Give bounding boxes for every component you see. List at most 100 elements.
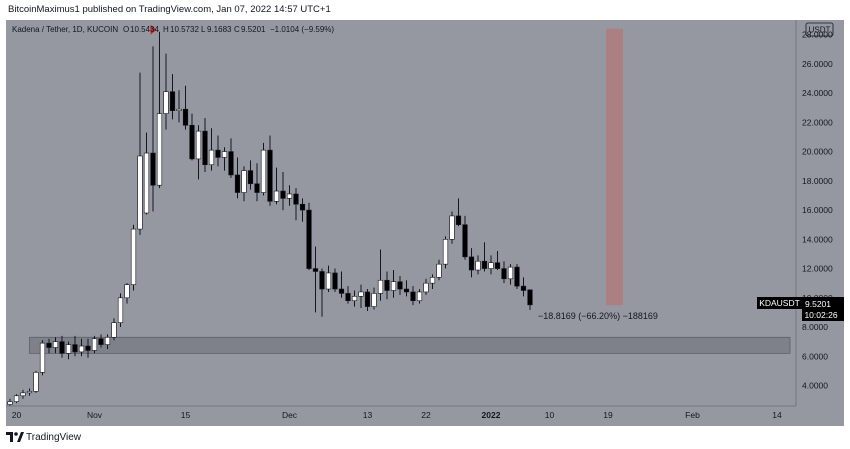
candle-body (208, 149, 215, 166)
y-tick-label: 16.0000 (802, 205, 833, 215)
y-tick-label: 26.0000 (802, 59, 833, 69)
candle-body (449, 215, 455, 240)
candle-body (163, 91, 169, 114)
candle-body (403, 288, 410, 293)
candle-body (306, 209, 312, 269)
candle-body (514, 266, 520, 287)
candle-body (13, 395, 20, 402)
candle-body (371, 293, 377, 307)
candle-body (390, 281, 397, 291)
x-tick-label: Nov (87, 410, 103, 420)
support-zone (29, 336, 791, 354)
candle-body (221, 151, 228, 158)
y-tick-label: 14.0000 (802, 234, 833, 244)
candle-body (202, 130, 208, 166)
candle-body (241, 170, 247, 193)
legend-o-label: O (123, 25, 129, 34)
chart-background (6, 20, 844, 426)
candle-body (20, 392, 26, 397)
x-tick-label: 13 (363, 410, 373, 420)
candle-body (338, 288, 345, 294)
ticker-label: KDAUSDT (759, 298, 800, 308)
candle-body (345, 293, 351, 302)
y-tick-label: 6.0000 (802, 351, 828, 361)
candle-body (111, 322, 117, 338)
legend-change: −1.0104 (−9.59%) (270, 25, 334, 34)
candle-body (33, 372, 39, 392)
candle-body (65, 344, 72, 354)
last-price: 9.5201 (805, 299, 831, 309)
candle-body (46, 342, 52, 348)
candle-body (150, 152, 156, 186)
currency-button[interactable]: USDT (805, 22, 834, 37)
candle-body (299, 203, 306, 211)
candle-body (273, 190, 280, 202)
candle-body (501, 268, 507, 280)
candle-body (442, 239, 449, 265)
top-bar: BitcoinMaximus1 published on TradingView… (0, 0, 850, 20)
candle-body (52, 341, 59, 348)
tradingview-brand: TradingView (26, 432, 82, 443)
candle-body (364, 291, 371, 307)
candle-body (176, 108, 182, 111)
publication-info: BitcoinMaximus1 published on TradingView… (8, 4, 331, 15)
candle-body (397, 281, 403, 290)
candle-body (117, 297, 124, 323)
candle-body (59, 341, 65, 354)
candle-body (130, 228, 137, 285)
candle-body (98, 338, 104, 345)
footer-bar: TradingView (0, 426, 850, 449)
candle-body (462, 224, 468, 258)
candle-body (319, 271, 325, 290)
candle-body (26, 391, 33, 394)
candle-body (384, 279, 390, 291)
y-tick-label: 28.0000 (802, 30, 833, 40)
x-tick-label: 22 (421, 410, 431, 420)
candle-body (72, 344, 78, 353)
legend-c-label: C (234, 25, 240, 34)
candle-body (429, 277, 436, 284)
x-tick-label: 20 (12, 410, 22, 420)
candle-body (286, 193, 293, 199)
candle-body (143, 152, 150, 214)
candle-body (520, 285, 527, 291)
bar-countdown: 10:02:26 (804, 310, 837, 320)
currency-button-frame (805, 22, 834, 37)
candle-body (137, 155, 143, 230)
candle-body (182, 108, 189, 126)
price-box (802, 297, 844, 321)
candle-body (234, 174, 241, 193)
candle-body (280, 190, 286, 199)
legend-symbol: Kadena / Tether, 1D, KUCOIN (12, 25, 118, 34)
y-tick-label: 8.0000 (802, 322, 828, 332)
chart-area[interactable]: Kadena / Tether, 1D, KUCOIN O 10.5434 H … (6, 20, 844, 426)
x-tick-label: 10 (545, 410, 555, 420)
legend-c-value: 9.5201 (241, 25, 266, 34)
legend-l-value: 9.1683 (207, 25, 232, 34)
legend-o-value: 10.5434 (130, 25, 159, 34)
candle-body (468, 256, 475, 271)
legend-h-label: H (163, 25, 169, 34)
high-marker-icon (150, 24, 157, 35)
candle-body (39, 342, 46, 373)
x-tick-label: 14 (772, 410, 782, 420)
candle-body (293, 193, 299, 205)
candle-body (104, 336, 111, 345)
candlestick-chart[interactable]: Kadena / Tether, 1D, KUCOIN O 10.5434 H … (6, 20, 844, 426)
candle-body (358, 291, 364, 297)
candle-body (410, 291, 416, 302)
currency-button-label: USDT (809, 26, 831, 35)
y-tick-label: 12.0000 (802, 264, 833, 274)
y-tick-label: 18.0000 (802, 176, 833, 186)
candle-body (7, 401, 13, 405)
candle-body (507, 266, 514, 280)
price-tag: KDAUSDT 9.5201 10:02:26 (757, 297, 844, 321)
candle-body (195, 130, 202, 160)
x-tick-label: 19 (603, 410, 613, 420)
candle-body (312, 268, 319, 272)
candle-body (254, 183, 260, 193)
candle-body (247, 170, 254, 185)
x-tick-label: Dec (282, 410, 298, 420)
candle-body (527, 289, 533, 306)
candle-body (91, 338, 98, 351)
